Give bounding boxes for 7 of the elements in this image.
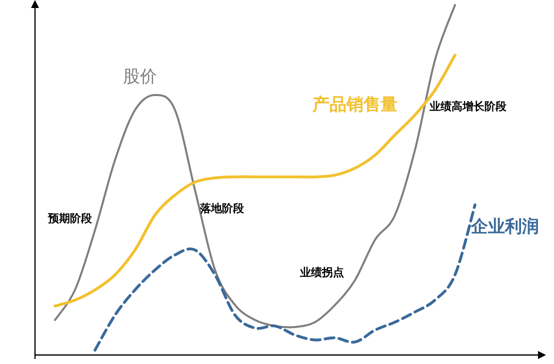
annotation: 业绩拐点 [299,266,344,279]
annotation: 落地阶段 [199,202,245,215]
annotation: 业绩高增长阶段 [428,100,508,113]
series-label: 产品销售量 [312,95,398,115]
series-label: 企业利润 [470,217,539,237]
series-label: 股价 [123,67,157,87]
annotation: 预期阶段 [47,212,93,225]
